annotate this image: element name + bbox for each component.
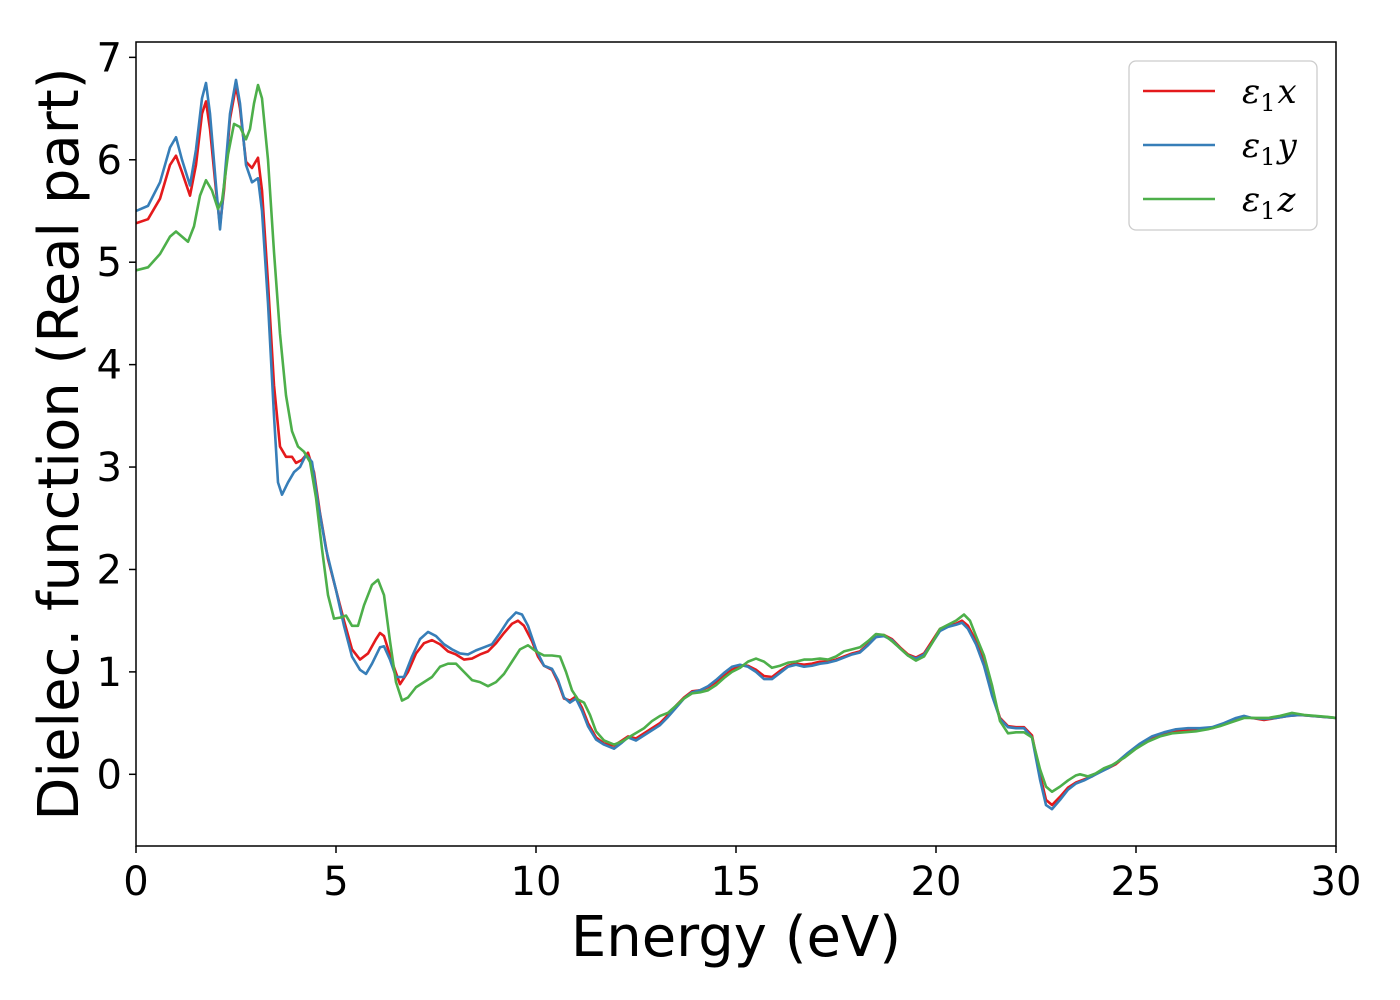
legend-label-y: ε1y xyxy=(1242,126,1298,171)
x-tick-label: 15 xyxy=(711,859,762,905)
y-tick-label: 0 xyxy=(97,752,122,798)
y-axis-title: Dielec. function (Real part) xyxy=(27,67,92,820)
series-line-x xyxy=(136,84,1336,807)
x-axis-ticks: 0 5 10 15 20 25 30 xyxy=(123,846,1361,905)
y-tick-label: 2 xyxy=(97,547,122,593)
x-tick-label: 20 xyxy=(911,859,962,905)
y-tick-label: 3 xyxy=(97,445,122,491)
y-tick-label: 5 xyxy=(97,240,122,286)
y-tick-label: 4 xyxy=(97,343,122,389)
y-tick-label: 6 xyxy=(97,138,122,184)
x-tick-label: 0 xyxy=(123,859,148,905)
y-tick-label: 7 xyxy=(97,35,122,81)
series-layer xyxy=(136,78,1336,811)
x-tick-label: 10 xyxy=(511,859,562,905)
series-line-z xyxy=(136,83,1336,794)
legend: ε1x ε1y ε1z xyxy=(1128,60,1318,231)
x-tick-label: 25 xyxy=(1111,859,1162,905)
legend-label-z: ε1z xyxy=(1242,180,1297,225)
x-tick-label: 30 xyxy=(1311,859,1362,905)
legend-label-x: ε1x xyxy=(1242,72,1297,117)
legend-box xyxy=(1128,60,1318,231)
series-line-y xyxy=(136,78,1336,811)
x-tick-label: 5 xyxy=(323,859,348,905)
y-axis-ticks: 0 1 2 3 4 5 6 7 xyxy=(97,35,136,798)
x-axis-title: Energy (eV) xyxy=(571,905,901,970)
y-tick-label: 1 xyxy=(97,650,122,696)
